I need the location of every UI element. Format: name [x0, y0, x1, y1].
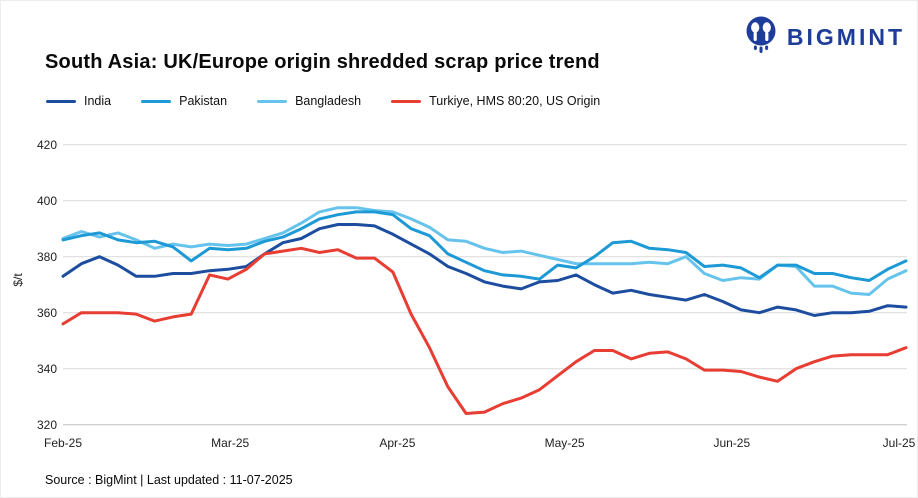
x-tick-label-jul: Jul-25 — [882, 436, 916, 450]
x-tick-label-may: May-25 — [544, 436, 585, 450]
y-tick-label-420: 420 — [36, 137, 57, 152]
series-line-pakistan — [61, 210, 908, 282]
x-tick-label-feb: Feb-25 — [43, 436, 83, 450]
brand-logo: BIGMINT — [743, 15, 905, 60]
x-tick-label-apr: Apr-25 — [379, 436, 416, 450]
y-tick-label-340: 340 — [36, 361, 57, 376]
legend-item-india[interactable]: India — [46, 94, 111, 108]
legend-swatch-india — [46, 99, 76, 103]
series-line-turkiye-hms-us-origin — [61, 246, 908, 415]
legend-label: Bangladesh — [295, 94, 362, 108]
chart-title: South Asia: UK/Europe origin shredded sc… — [45, 51, 600, 73]
legend-swatch-turkiye-hms-us-origin — [391, 99, 422, 103]
legend-item-bangladesh[interactable]: Bangladesh — [257, 94, 361, 108]
y-tick-label-320: 320 — [36, 417, 57, 432]
legend-swatch-pakistan — [141, 99, 172, 103]
legend-swatch-bangladesh — [257, 99, 288, 103]
y-tick-label-400: 400 — [36, 193, 57, 208]
y-tick-label-380: 380 — [36, 249, 57, 264]
legend-item-pakistan[interactable]: Pakistan — [141, 94, 227, 108]
legend-label: Pakistan — [179, 94, 228, 108]
legend-label: Turkiye, HMS 80:20, US Origin — [429, 94, 601, 108]
y-tick-label-360: 360 — [36, 305, 57, 320]
brand-logo-text: BIGMINT — [786, 24, 905, 50]
source-note: Source : BigMint | Last updated : 11-07-… — [45, 473, 293, 487]
chart-legend: India Pakistan Bangladesh Turkiye, HMS 80:2… — [46, 94, 630, 108]
series-line-india — [61, 223, 908, 317]
legend-item-turkiye-hms-us-origin[interactable]: Turkiye, HMS 80:20, US Origin — [391, 94, 600, 108]
bigmint-logo-icon — [743, 15, 779, 60]
legend-label: India — [84, 94, 112, 108]
x-tick-label-jun: Jun-25 — [713, 436, 751, 450]
x-tick-label-mar: Mar-25 — [211, 436, 250, 450]
